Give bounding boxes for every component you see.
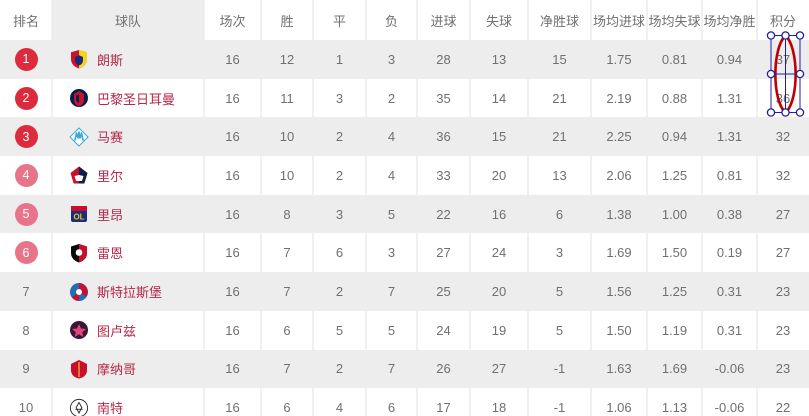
svg-text:OL: OL	[73, 213, 84, 222]
